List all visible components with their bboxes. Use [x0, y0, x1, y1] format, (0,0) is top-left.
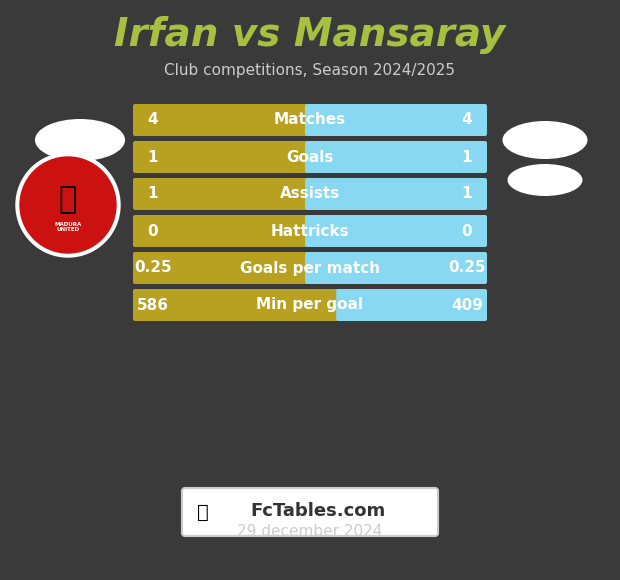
FancyBboxPatch shape: [305, 178, 487, 210]
Text: 586: 586: [137, 298, 169, 313]
Text: 1: 1: [462, 150, 472, 165]
Text: 409: 409: [451, 298, 483, 313]
FancyBboxPatch shape: [305, 252, 487, 284]
Text: 0: 0: [462, 223, 472, 238]
Text: MADURA
UNITED: MADURA UNITED: [55, 222, 82, 233]
Text: Goals per match: Goals per match: [240, 260, 380, 276]
Text: 1: 1: [462, 187, 472, 201]
Text: Irfan vs Mansaray: Irfan vs Mansaray: [114, 16, 506, 54]
FancyBboxPatch shape: [133, 289, 343, 321]
FancyBboxPatch shape: [133, 141, 312, 173]
FancyBboxPatch shape: [305, 215, 487, 247]
FancyBboxPatch shape: [133, 104, 312, 136]
FancyBboxPatch shape: [133, 215, 312, 247]
Text: Goals: Goals: [286, 150, 334, 165]
Text: FcTables.com: FcTables.com: [250, 502, 386, 520]
Circle shape: [20, 157, 116, 253]
Text: Min per goal: Min per goal: [257, 298, 363, 313]
Text: Club competitions, Season 2024/2025: Club competitions, Season 2024/2025: [164, 63, 456, 78]
Ellipse shape: [508, 164, 583, 196]
Ellipse shape: [35, 119, 125, 161]
Text: 0.25: 0.25: [134, 260, 172, 276]
Text: Hattricks: Hattricks: [271, 223, 349, 238]
FancyBboxPatch shape: [305, 104, 487, 136]
FancyBboxPatch shape: [305, 141, 487, 173]
FancyBboxPatch shape: [182, 488, 438, 536]
Ellipse shape: [502, 121, 588, 159]
Text: Assists: Assists: [280, 187, 340, 201]
Text: 0: 0: [148, 223, 158, 238]
Text: 1: 1: [148, 187, 158, 201]
Text: 🐉: 🐉: [59, 186, 77, 215]
Text: 📊: 📊: [197, 502, 209, 521]
FancyBboxPatch shape: [336, 289, 487, 321]
Circle shape: [16, 153, 120, 257]
Text: 4: 4: [148, 113, 158, 128]
Text: 29 december 2024: 29 december 2024: [237, 524, 383, 539]
Text: 4: 4: [462, 113, 472, 128]
FancyBboxPatch shape: [133, 252, 312, 284]
Text: Matches: Matches: [274, 113, 346, 128]
FancyBboxPatch shape: [133, 178, 312, 210]
Text: 1: 1: [148, 150, 158, 165]
Text: 0.25: 0.25: [448, 260, 486, 276]
